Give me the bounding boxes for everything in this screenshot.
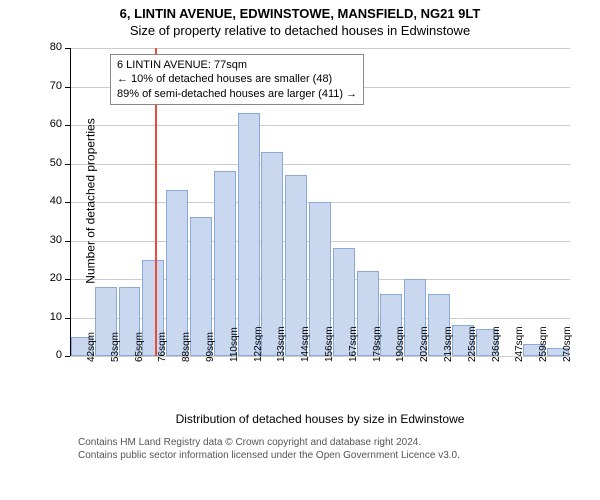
y-tick <box>65 48 70 49</box>
y-tick <box>65 318 70 319</box>
annotation-line3: 89% of semi-detached houses are larger (… <box>117 87 357 101</box>
y-axis-line <box>70 48 71 356</box>
attribution-line1: Contains HM Land Registry data © Crown c… <box>78 436 460 449</box>
x-tick-label: 76sqm <box>157 332 168 362</box>
histogram-bar <box>238 113 260 356</box>
y-tick <box>65 87 70 88</box>
x-tick-label: 122sqm <box>253 326 264 362</box>
x-tick-label: 144sqm <box>300 326 311 362</box>
y-tick-label: 20 <box>40 272 62 284</box>
y-tick <box>65 356 70 357</box>
y-tick-label: 60 <box>40 118 62 130</box>
y-tick-label: 30 <box>40 234 62 246</box>
y-tick <box>65 125 70 126</box>
annotation-box: 6 LINTIN AVENUE: 77sqm ← 10% of detached… <box>110 54 364 105</box>
x-tick-label: 156sqm <box>324 326 335 362</box>
x-axis-label: Distribution of detached houses by size … <box>70 412 570 426</box>
x-tick-label: 270sqm <box>562 326 573 362</box>
attribution-text: Contains HM Land Registry data © Crown c… <box>78 436 460 462</box>
y-tick <box>65 164 70 165</box>
histogram-bar <box>261 152 283 356</box>
x-tick-label: 110sqm <box>229 327 240 362</box>
x-tick-label: 167sqm <box>348 326 359 362</box>
gridline <box>70 164 570 165</box>
attribution-line2: Contains public sector information licen… <box>78 449 460 462</box>
y-tick-label: 50 <box>40 157 62 169</box>
y-tick <box>65 241 70 242</box>
y-tick-label: 70 <box>40 80 62 92</box>
annotation-line1: 6 LINTIN AVENUE: 77sqm <box>117 58 357 72</box>
x-tick-label: 179sqm <box>372 326 383 362</box>
y-tick-label: 40 <box>40 195 62 207</box>
annotation-line2: ← 10% of detached houses are smaller (48… <box>117 72 357 86</box>
x-tick-label: 99sqm <box>205 332 216 362</box>
x-tick-label: 133sqm <box>276 326 287 362</box>
x-tick-label: 247sqm <box>514 326 525 362</box>
gridline <box>70 48 570 49</box>
y-tick-label: 80 <box>40 41 62 53</box>
x-tick-label: 259sqm <box>538 326 549 362</box>
x-tick-label: 236sqm <box>491 326 502 362</box>
y-tick-label: 10 <box>40 311 62 323</box>
x-tick-label: 65sqm <box>134 332 145 362</box>
x-tick-label: 202sqm <box>419 326 430 362</box>
x-tick-label: 53sqm <box>110 332 121 362</box>
x-tick-label: 42sqm <box>86 332 97 362</box>
gridline <box>70 125 570 126</box>
x-tick-label: 213sqm <box>443 326 454 362</box>
y-axis-label: Number of detached properties <box>84 118 98 283</box>
x-tick-label: 88sqm <box>181 332 192 362</box>
page-title: 6, LINTIN AVENUE, EDWINSTOWE, MANSFIELD,… <box>0 0 600 21</box>
x-tick-label: 225sqm <box>467 326 478 362</box>
x-tick-label: 190sqm <box>395 326 406 362</box>
y-tick <box>65 279 70 280</box>
y-tick <box>65 202 70 203</box>
y-tick-label: 0 <box>40 349 62 361</box>
page-subtitle: Size of property relative to detached ho… <box>0 21 600 38</box>
